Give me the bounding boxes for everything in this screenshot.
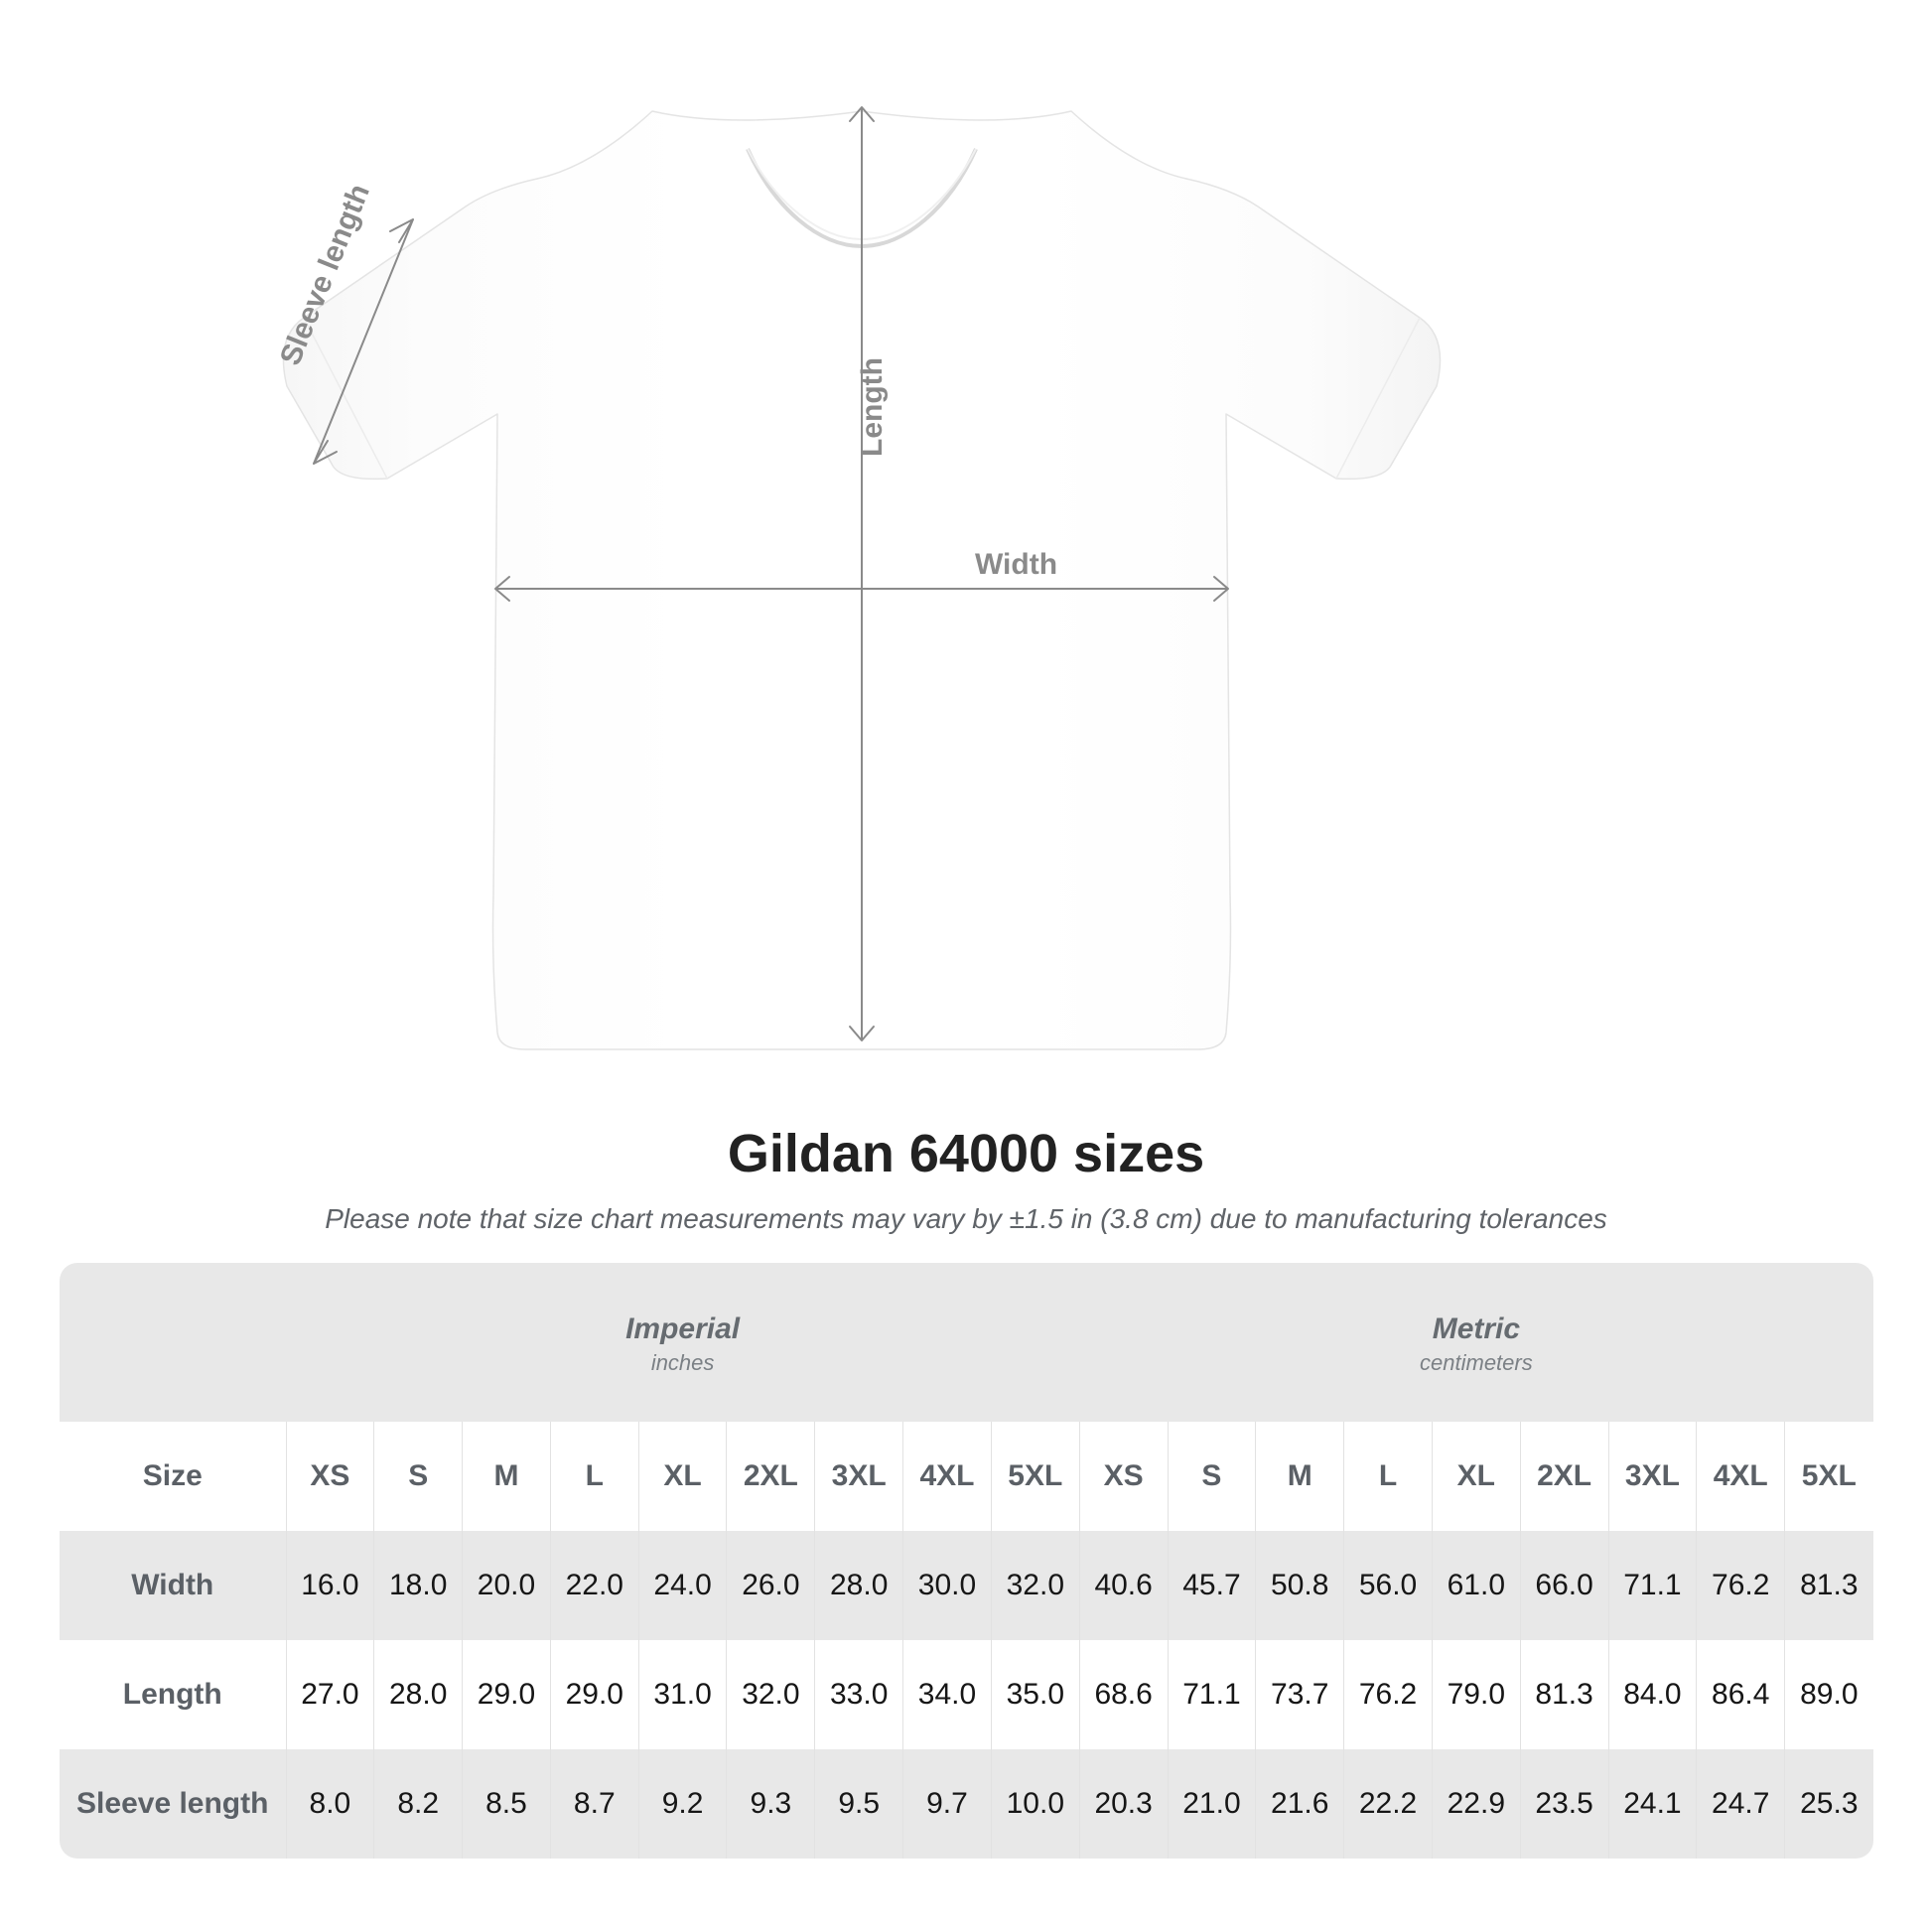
svg-text:Width: Width — [975, 548, 1057, 581]
svg-text:Length: Length — [856, 357, 889, 457]
